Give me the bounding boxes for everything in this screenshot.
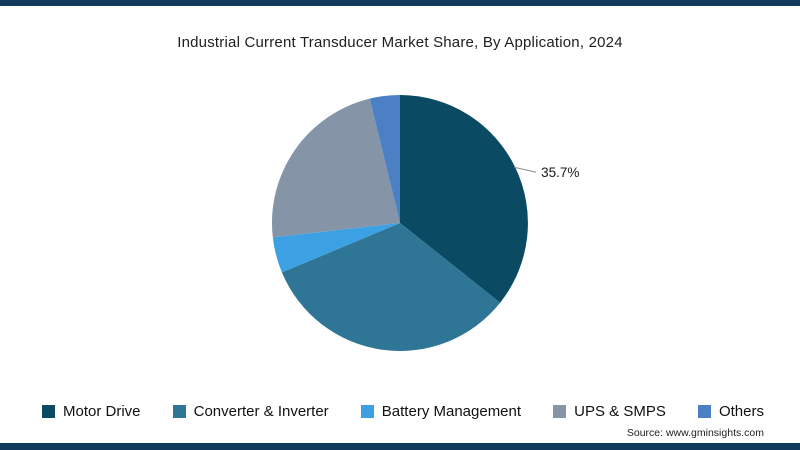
legend-swatch-motor-drive — [42, 405, 55, 418]
legend-item-others: Others — [697, 403, 764, 420]
legend-item-converter-inverter: Converter & Inverter — [172, 403, 329, 420]
legend-item-ups-smps: UPS & SMPS — [553, 403, 666, 420]
legend-label-ups-smps: UPS & SMPS — [574, 403, 666, 420]
legend-label-battery-management: Battery Management — [381, 403, 522, 420]
pie-slice-motor-drive — [400, 95, 528, 303]
legend-swatch-battery-management — [360, 405, 374, 418]
bottom-border-bar — [0, 443, 800, 450]
pie-slice-others — [369, 94, 400, 223]
legend-item-motor-drive: Motor Drive — [42, 403, 141, 420]
pie-slice-ups-smps — [271, 98, 400, 238]
pie-slice-battery-management — [272, 223, 400, 273]
legend-label-motor-drive: Motor Drive — [63, 403, 141, 420]
top-border-bar — [0, 0, 800, 6]
pie-slice-converter-inverter — [281, 223, 501, 351]
slice-label-leader — [513, 166, 537, 173]
legend-swatch-converter-inverter — [172, 405, 186, 418]
chart-legend: Motor Drive Converter & Inverter Battery M… — [42, 403, 764, 420]
legend-item-battery-management: Battery Management — [360, 403, 522, 420]
legend-swatch-others — [697, 405, 711, 418]
legend-swatch-ups-smps — [553, 405, 567, 418]
legend-label-others: Others — [718, 403, 764, 420]
chart-title: Industrial Current Transducer Market Sha… — [177, 34, 623, 51]
source-attribution: Source: www.gminsights.com — [626, 427, 764, 439]
legend-label-converter-inverter: Converter & Inverter — [193, 403, 329, 420]
slice-value-label: 35.7% — [541, 165, 579, 180]
